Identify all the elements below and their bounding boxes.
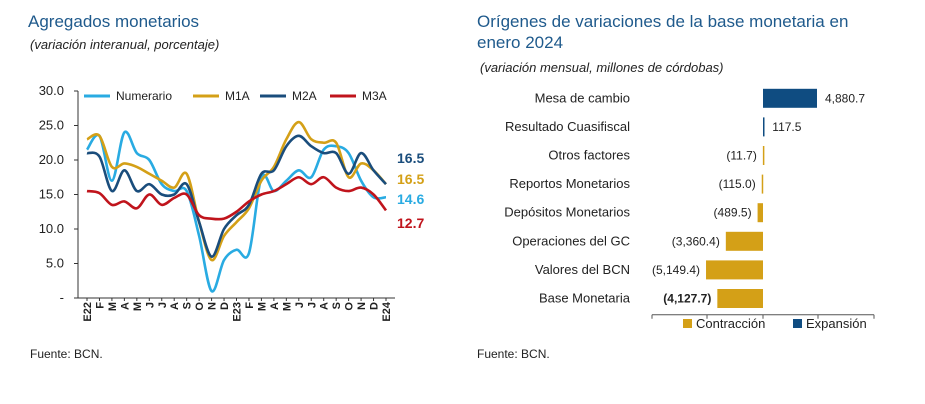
value-label: 117.5 [772, 120, 801, 134]
x-tick-label: A [269, 302, 281, 310]
legend-label: Contracción [696, 316, 765, 331]
x-tick-label: E23 [232, 302, 244, 322]
value-label: (3,360.4) [672, 234, 720, 248]
x-tick-label: D [369, 302, 381, 310]
bar-6 [706, 260, 763, 280]
right-chart-title-line2: enero 2024 [477, 33, 564, 52]
end-value-label: 12.7 [397, 215, 424, 231]
value-label: (11.7) [726, 149, 756, 163]
left-chart-source: Fuente: BCN. [30, 347, 103, 361]
y-tick-label: 15.0 [39, 187, 64, 202]
category-label: Otros factores [548, 148, 630, 163]
x-tick-label: D [219, 302, 231, 310]
bar-3 [761, 174, 764, 194]
value-label: (489.5) [714, 206, 752, 220]
bar-4 [757, 203, 763, 223]
end-value-label: 16.5 [397, 171, 424, 187]
x-tick-label: M [256, 302, 268, 311]
series-line-m1a [86, 120, 387, 262]
y-tick-label: 25.0 [39, 118, 64, 133]
y-tick-label: 10.0 [39, 221, 64, 236]
x-tick-label: F [244, 302, 256, 309]
x-tick-label: S [182, 302, 194, 309]
series-line-m2a [86, 134, 387, 258]
y-tick-label: 20.0 [39, 152, 64, 167]
x-tick-label: F [94, 302, 106, 309]
category-label: Valores del BCN [535, 262, 630, 277]
right-chart-title-line1: Orígenes de variaciones de la base monet… [477, 12, 849, 31]
bar-0 [763, 88, 817, 108]
end-value-label: 14.6 [397, 191, 424, 207]
category-label: Mesa de cambio [535, 90, 630, 105]
x-tick-label: A [319, 302, 331, 310]
x-tick-label: E22 [82, 302, 94, 322]
x-tick-label: J [144, 302, 156, 308]
x-tick-label: M [107, 302, 119, 311]
category-label: Depósitos Monetarios [504, 205, 630, 220]
x-tick-label: E24 [381, 301, 393, 321]
value-label: (4,127.7) [663, 292, 711, 306]
right-chart-subtitle: (variación mensual, millones de córdobas… [480, 60, 724, 75]
bar-5 [725, 231, 763, 251]
x-tick-label: A [119, 302, 131, 310]
x-tick-label: N [356, 302, 368, 310]
x-tick-label: J [157, 302, 169, 308]
legend-label: M1A [225, 89, 250, 103]
legend-label: M2A [292, 89, 317, 103]
category-label: Base Monetaria [539, 291, 631, 306]
value-label: (115.0) [719, 177, 756, 191]
series-line-m3a [86, 175, 388, 221]
category-label: Resultado Cuasifiscal [505, 119, 630, 134]
left-chart-title: Agregados monetarios [28, 12, 200, 31]
x-tick-label: O [194, 302, 206, 311]
x-tick-label: M [132, 302, 144, 311]
x-tick-label: S [331, 302, 343, 309]
value-label: (5,149.4) [652, 263, 700, 277]
right-chart-source: Fuente: BCN. [477, 347, 550, 361]
category-label: Operaciones del GC [512, 233, 630, 248]
value-label: 4,880.7 [825, 91, 865, 105]
x-tick-label: N [207, 302, 219, 310]
bar-7 [717, 289, 763, 308]
y-tick-label: - [60, 290, 64, 305]
legend-label: M3A [362, 89, 387, 103]
legend-swatch [683, 319, 692, 328]
legend-label: Numerario [116, 89, 172, 103]
series-line-numerario [85, 130, 387, 293]
bar-2 [762, 146, 765, 165]
x-tick-label: J [306, 302, 318, 308]
legend-swatch [793, 319, 802, 328]
x-tick-label: J [294, 302, 306, 308]
x-tick-label: M [281, 302, 293, 311]
legend-label: Expansión [806, 316, 867, 331]
category-label: Reportos Monetarios [509, 176, 630, 191]
y-tick-label: 5.0 [46, 256, 64, 271]
y-tick-label: 30.0 [39, 83, 64, 98]
left-chart-subtitle: (variación interanual, porcentaje) [30, 37, 220, 52]
x-tick-label: O [344, 302, 356, 311]
end-value-label: 16.5 [397, 150, 424, 166]
bar-1 [763, 117, 765, 137]
x-tick-label: A [169, 302, 181, 310]
